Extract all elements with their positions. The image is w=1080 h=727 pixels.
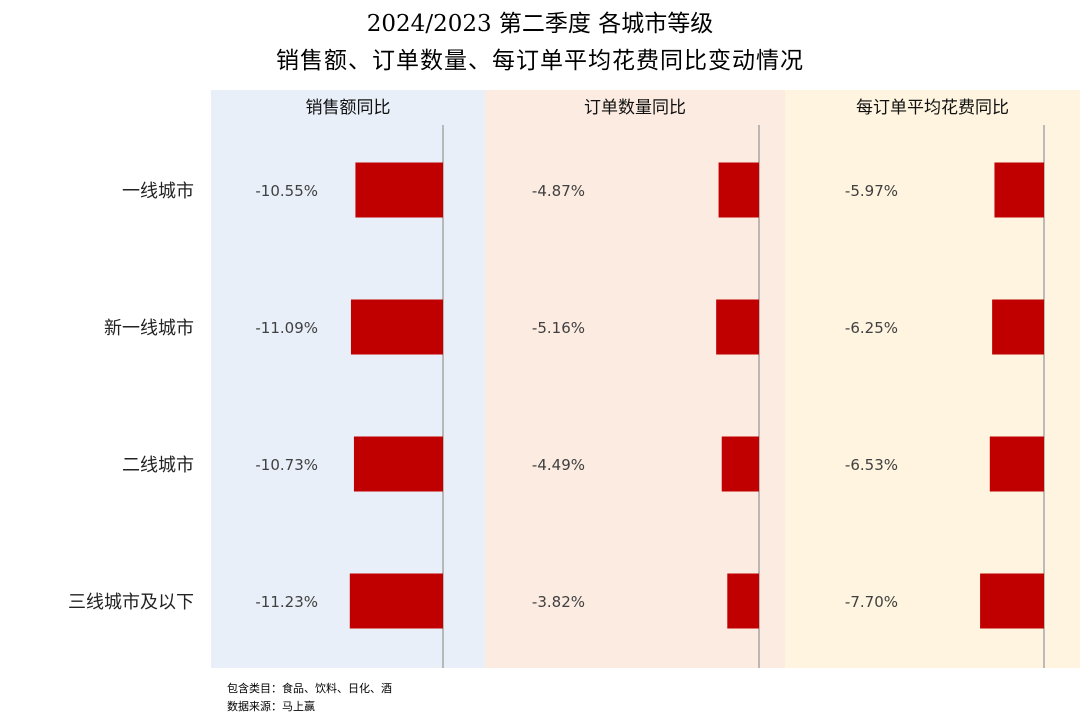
data-label: -4.49% — [532, 456, 585, 474]
bar — [355, 162, 443, 218]
bar — [721, 436, 759, 492]
data-label: -11.23% — [255, 593, 318, 611]
bar — [727, 573, 759, 629]
category-label: 二线城市 — [122, 455, 194, 476]
source-note: 数据来源：马上赢 — [227, 700, 315, 713]
bar — [718, 162, 759, 218]
panel-header-1: 销售额同比 — [306, 98, 391, 118]
chart-title-line2: 销售额、订单数量、每订单平均花费同比变动情况 — [276, 48, 804, 74]
chart-title-line1: 2024/2023 第二季度 各城市等级 — [366, 11, 714, 37]
bar — [994, 162, 1044, 218]
data-label: -7.70% — [845, 593, 898, 611]
panel-header-3: 每订单平均花费同比 — [856, 98, 1009, 118]
data-label: -5.16% — [532, 319, 585, 337]
data-label: -6.53% — [845, 456, 898, 474]
data-label: -5.97% — [845, 182, 898, 200]
data-label: -11.09% — [255, 319, 318, 337]
categories-note: 包含类目：食品、饮料、日化、酒 — [227, 682, 392, 695]
category-label: 新一线城市 — [104, 318, 194, 339]
data-label: -10.55% — [255, 182, 318, 200]
bar — [992, 299, 1044, 355]
data-label: -4.87% — [532, 182, 585, 200]
bar — [980, 573, 1044, 629]
bar — [350, 299, 443, 355]
data-label: -6.25% — [845, 319, 898, 337]
bar — [349, 573, 443, 629]
panel-background-1 — [211, 90, 485, 668]
category-label: 一线城市 — [122, 181, 194, 202]
bar — [989, 436, 1044, 492]
data-label: -10.73% — [255, 456, 318, 474]
data-label: -3.82% — [532, 593, 585, 611]
category-label: 三线城市及以下 — [68, 592, 194, 613]
panel-header-2: 订单数量同比 — [584, 98, 686, 118]
bar — [716, 299, 759, 355]
bar — [353, 436, 443, 492]
